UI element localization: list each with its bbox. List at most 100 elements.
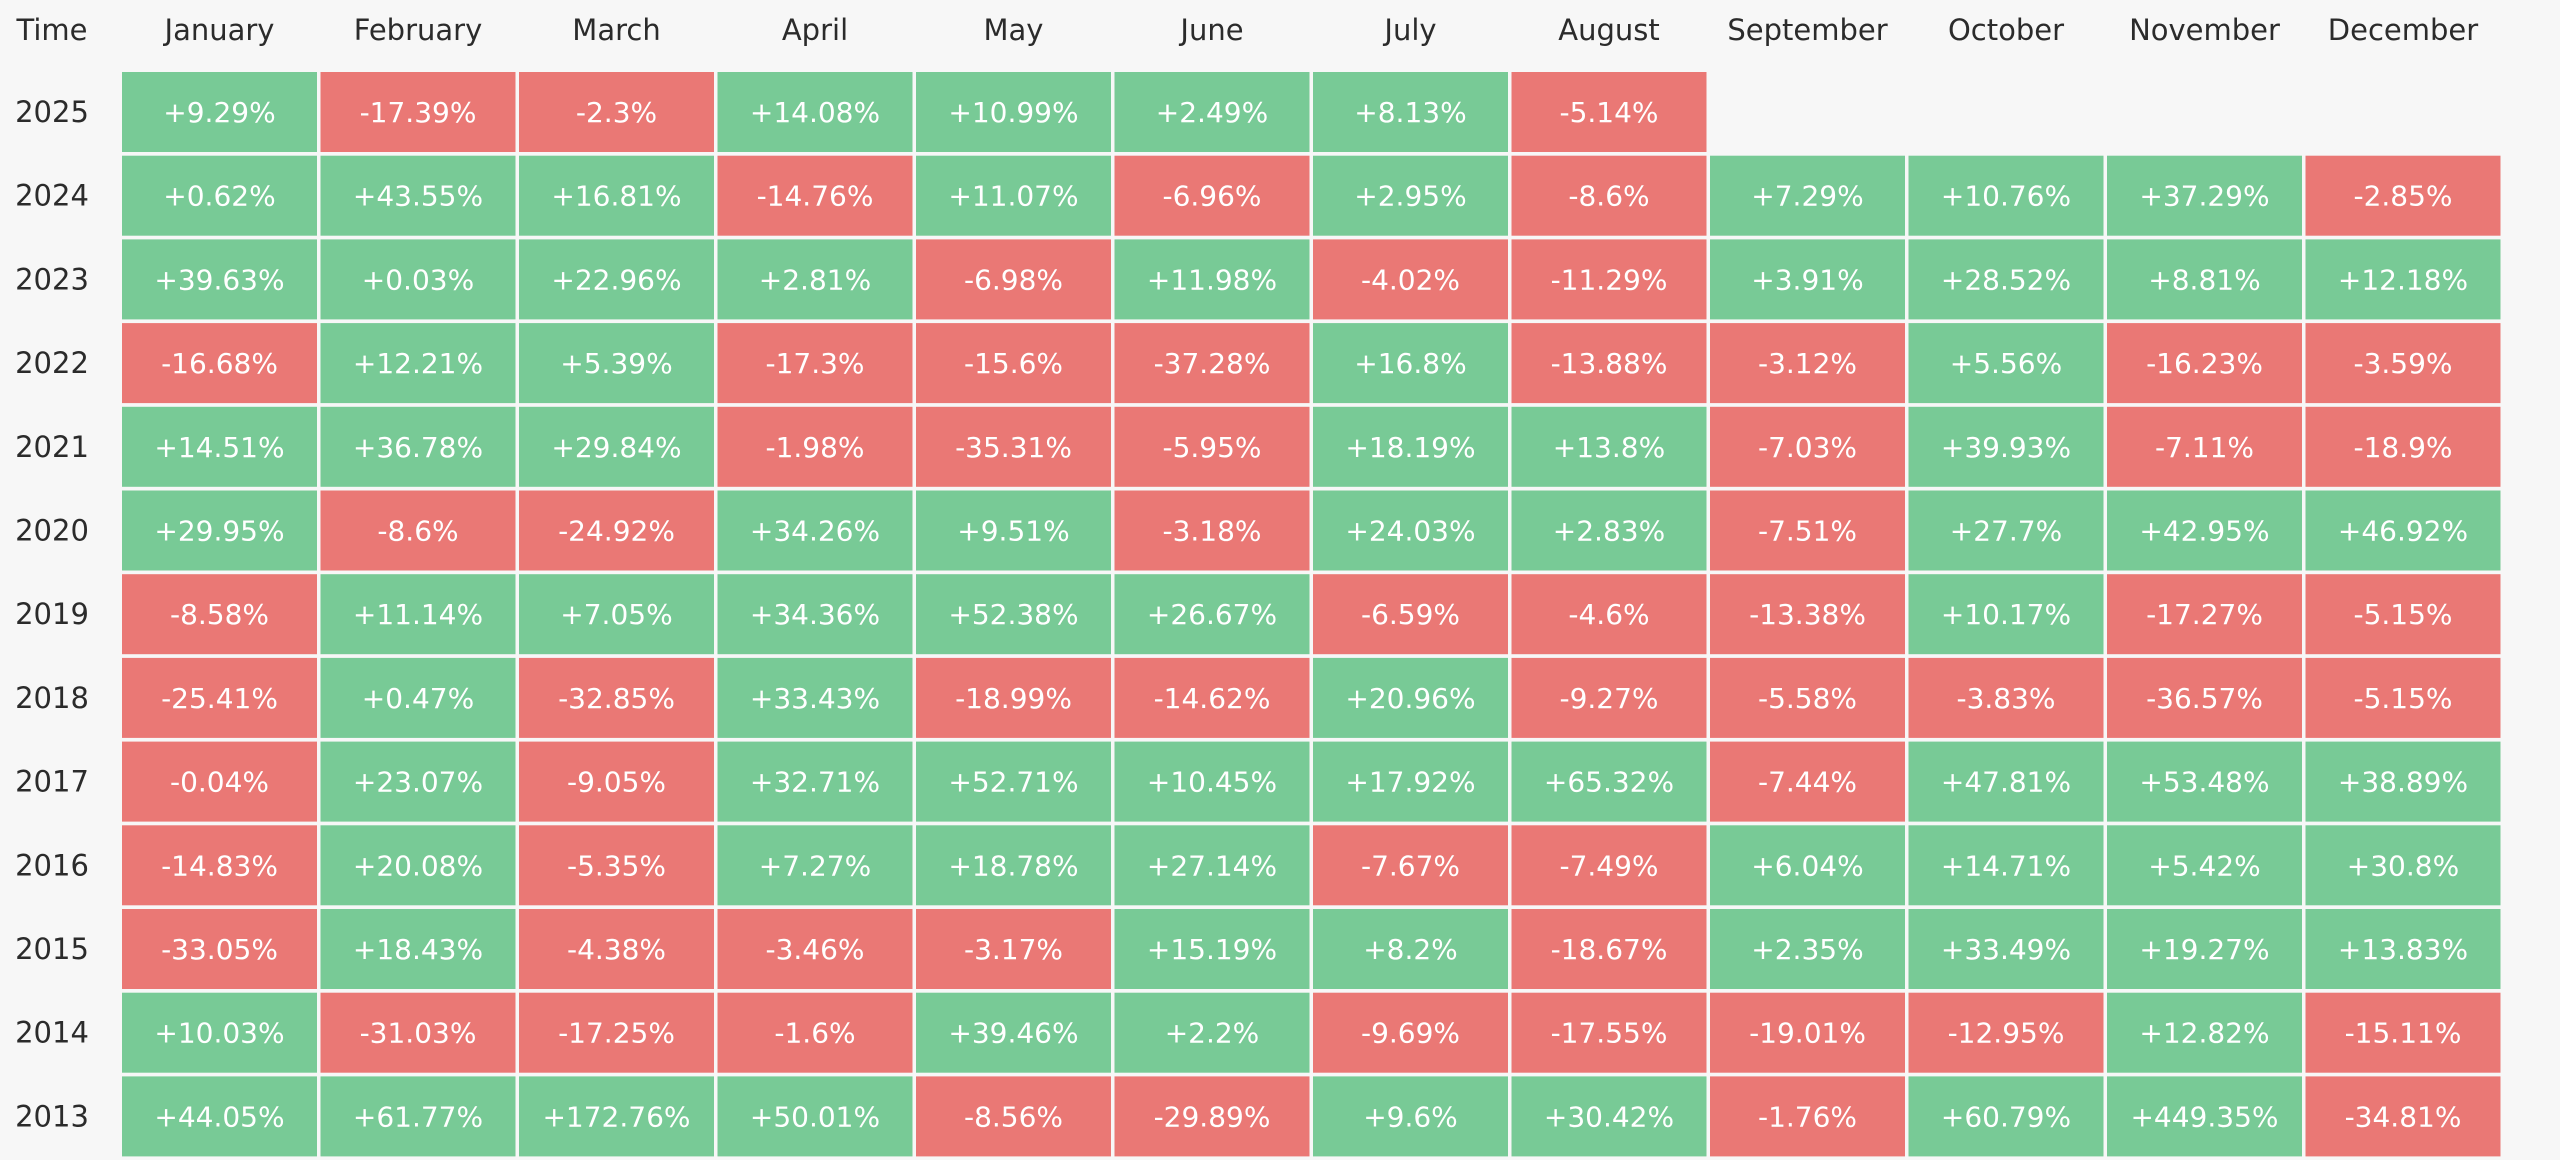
heatmap-cell-rect [122, 239, 317, 320]
heatmap-cell: +9.29% [122, 72, 317, 152]
heatmap-cell: +12.18% [2305, 239, 2501, 320]
heatmap-cell-label: +11.14% [353, 598, 483, 631]
heatmap-cell: -5.15% [2305, 574, 2501, 655]
heatmap-cell-rect [519, 657, 714, 738]
heatmap-cell: -16.23% [2107, 323, 2302, 404]
heatmap-cell: +19.27% [2107, 909, 2302, 989]
heatmap-cell: -18.9% [2305, 406, 2501, 487]
heatmap-cell-rect [916, 657, 1111, 738]
heatmap-cell-rect [122, 323, 317, 404]
row-header-2025: 2025 [15, 95, 89, 129]
heatmap-cell-label: +43.55% [353, 180, 483, 213]
heatmap-cell-label: -5.58% [1758, 682, 1857, 715]
heatmap-cell-rect [519, 574, 714, 655]
heatmap-cell-label: -13.38% [1749, 598, 1866, 631]
heatmap-cell-label: +61.77% [353, 1100, 483, 1133]
heatmap-cell: -12.95% [1908, 992, 2104, 1073]
heatmap-cell-label: -8.6% [1568, 180, 1649, 213]
heatmap-cell-rect [1114, 72, 1310, 152]
heatmap-cell: +43.55% [320, 155, 516, 236]
heatmap-cell-rect [519, 72, 714, 152]
heatmap-cell-label: +449.35% [2130, 1100, 2278, 1133]
heatmap-cell-rect [122, 909, 317, 989]
heatmap-cell: +26.67% [1114, 574, 1310, 655]
heatmap-cell: +8.13% [1313, 72, 1508, 152]
heatmap-cell: +10.99% [916, 72, 1111, 152]
heatmap-cell-rect [2107, 825, 2302, 906]
heatmap-cell-label: -14.76% [757, 180, 874, 213]
heatmap-cell: -1.98% [717, 406, 913, 487]
heatmap-cell-label: -3.17% [964, 933, 1063, 966]
heatmap-cell-rect [519, 741, 714, 822]
heatmap-cell-label: -5.15% [2353, 598, 2452, 631]
heatmap-cell-label: -3.59% [2353, 347, 2452, 380]
heatmap-cell: +32.71% [717, 741, 913, 822]
heatmap-cell-rect [320, 574, 516, 655]
heatmap-cell: -3.59% [2305, 323, 2501, 404]
heatmap-cell-rect [320, 909, 516, 989]
heatmap-cell-label: +18.43% [353, 933, 483, 966]
column-header-august: August [1558, 13, 1660, 47]
heatmap-cell-rect [1313, 741, 1508, 822]
heatmap-cell-label: +2.2% [1165, 1017, 1260, 1050]
heatmap-cell-rect [519, 323, 714, 404]
heatmap-cell-label: -3.83% [1956, 682, 2055, 715]
heatmap-cell: -14.83% [122, 825, 317, 906]
heatmap-cell: -1.76% [1710, 1076, 1905, 1157]
heatmap-cell-label: +0.62% [163, 180, 275, 213]
heatmap-cell: -8.6% [1511, 155, 1707, 236]
heatmap-cell: +8.81% [2107, 239, 2302, 320]
heatmap-cell-label: +60.79% [1941, 1100, 2071, 1133]
heatmap-cell-rect [1313, 155, 1508, 236]
heatmap-cell-rect [2305, 239, 2501, 320]
heatmap-cell-label: -6.59% [1361, 598, 1460, 631]
heatmap-cell-label: +28.52% [1941, 263, 2071, 296]
heatmap-cell: -7.51% [1710, 490, 1905, 571]
heatmap-cell-label: -2.85% [2353, 180, 2452, 213]
heatmap-cell-label: +13.83% [2338, 933, 2468, 966]
heatmap-cell-label: +8.81% [2148, 263, 2260, 296]
heatmap-cell: -13.38% [1710, 574, 1905, 655]
heatmap-cell-label: -8.6% [377, 515, 458, 548]
heatmap-cell-label: +10.17% [1941, 598, 2071, 631]
heatmap-cell: -33.05% [122, 909, 317, 989]
heatmap-cell-rect [122, 657, 317, 738]
heatmap-cell-rect [1710, 741, 1905, 822]
heatmap-cell-rect [1511, 155, 1707, 236]
heatmap-cell-label: +10.45% [1147, 766, 1277, 799]
heatmap-cell-label: +2.83% [1553, 515, 1665, 548]
heatmap-cell-label: +3.91% [1751, 263, 1863, 296]
heatmap-cell-label: +42.95% [2139, 515, 2269, 548]
heatmap-cell-rect [916, 406, 1111, 487]
heatmap-cell: -18.67% [1511, 909, 1707, 989]
heatmap-cell: -5.95% [1114, 406, 1310, 487]
heatmap-cell: +61.77% [320, 1076, 516, 1157]
row-header-2024: 2024 [15, 179, 89, 213]
heatmap-cell-label: -9.27% [1559, 682, 1658, 715]
heatmap-cell: +27.14% [1114, 825, 1310, 906]
heatmap-cell-label: +65.32% [1544, 766, 1674, 799]
heatmap-cell-rect [2107, 574, 2302, 655]
heatmap-cell: -3.12% [1710, 323, 1905, 404]
heatmap-cell: +16.81% [519, 155, 714, 236]
heatmap-cell-label: -17.3% [765, 347, 864, 380]
heatmap-cell-rect [1511, 574, 1707, 655]
heatmap-cell: +29.84% [519, 406, 714, 487]
heatmap-cell-rect [1114, 909, 1310, 989]
heatmap-cell: -6.96% [1114, 155, 1310, 236]
heatmap-cell: +29.95% [122, 490, 317, 571]
heatmap-cell: +12.21% [320, 323, 516, 404]
heatmap-cell-rect [1710, 909, 1905, 989]
heatmap-cell-rect [1710, 1076, 1905, 1157]
heatmap-cell: -34.81% [2305, 1076, 2501, 1157]
heatmap-cell: +20.08% [320, 825, 516, 906]
heatmap-cell-label: +30.8% [2347, 849, 2459, 882]
column-header-december: December [2328, 13, 2478, 47]
heatmap-cell-rect [122, 992, 317, 1073]
heatmap-cell-rect [122, 741, 317, 822]
heatmap-cell-label: +50.01% [750, 1100, 880, 1133]
heatmap-cell-rect [916, 825, 1111, 906]
corner-label: Time [16, 13, 88, 47]
heatmap-cell-label: -3.46% [765, 933, 864, 966]
heatmap-cell-rect [1511, 72, 1707, 152]
